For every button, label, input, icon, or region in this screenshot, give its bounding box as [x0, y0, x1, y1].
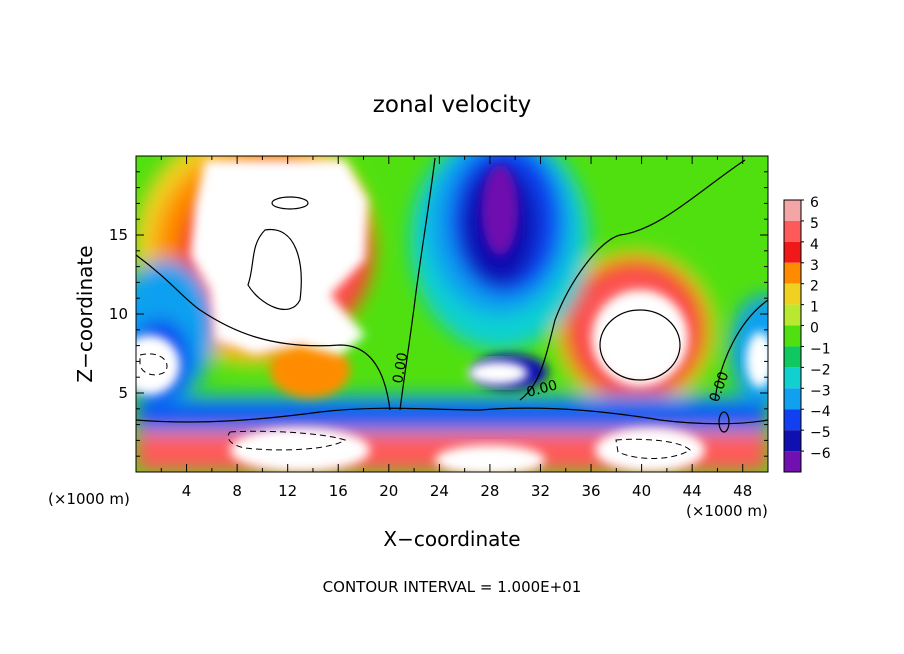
- colorbar-label: 4: [810, 237, 819, 253]
- x-tick-label: 4: [182, 482, 192, 500]
- colorbar-label: −4: [810, 404, 831, 420]
- x-tick-label: 48: [733, 482, 752, 500]
- x-axis-ticks: 4 8 12 16 20 24 28 32 36 40 44 48: [160, 156, 752, 500]
- colorbar-label: −5: [810, 425, 831, 441]
- colorbar-label: −2: [810, 362, 831, 378]
- colorbar-swatch: [784, 283, 801, 305]
- contour-label: 0.00: [390, 351, 411, 384]
- colorbar: 6 5 4 3 2 1 0 −1 −2 −3 −4 −5 −6: [783, 195, 831, 473]
- colorbar-swatch: [784, 367, 801, 389]
- x-units-right: (×1000 m): [686, 502, 768, 520]
- colorbar-swatch: [784, 430, 801, 452]
- colorbar-label: −3: [810, 383, 831, 399]
- x-tick-label: 12: [278, 482, 297, 500]
- contour-label: 0.00: [525, 377, 559, 401]
- colorbar-frame: [783, 199, 802, 473]
- colorbar-label: 3: [810, 258, 819, 274]
- colorbar-swatch: [784, 346, 801, 368]
- colorbar-swatch: [784, 451, 801, 472]
- colorbar-swatch: [784, 325, 801, 347]
- y-tick-label: 15: [109, 226, 128, 244]
- x-tick-label: 8: [232, 482, 242, 500]
- colorbar-swatch: [784, 200, 801, 221]
- x-units-left: (×1000 m): [48, 490, 130, 508]
- colorbar-label: 5: [810, 216, 819, 232]
- y-axis-title: Z−coordinate: [73, 245, 97, 382]
- colorbar-label: 0: [810, 321, 819, 337]
- x-axis-title: X−coordinate: [383, 527, 520, 551]
- x-tick-label: 28: [480, 482, 499, 500]
- y-tick-label: 10: [109, 305, 128, 323]
- colorbar-swatch: [784, 262, 801, 284]
- colorbar-swatch: [784, 409, 801, 431]
- x-tick-label: 20: [379, 482, 398, 500]
- heatmap-field: [136, 156, 768, 472]
- colorbar-label: 6: [810, 195, 819, 211]
- colorbar-swatch: [784, 241, 801, 263]
- x-tick-label: 36: [581, 482, 600, 500]
- colorbar-label: 2: [810, 279, 819, 295]
- y-axis-ticks: 5 10 15: [109, 171, 768, 457]
- chart-title: zonal velocity: [373, 92, 531, 118]
- x-tick-label: 32: [531, 482, 550, 500]
- colorbar-label: −1: [810, 341, 831, 357]
- colorbar-label: −6: [810, 446, 831, 462]
- x-tick-label: 16: [329, 482, 348, 500]
- contour-interval-note: CONTOUR INTERVAL = 1.000E+01: [323, 578, 582, 596]
- x-tick-label: 40: [632, 482, 651, 500]
- x-tick-label: 24: [430, 482, 449, 500]
- x-tick-label: 44: [683, 482, 702, 500]
- colorbar-swatch: [784, 388, 801, 410]
- colorbar-swatch: [784, 304, 801, 326]
- colorbar-label: 1: [810, 300, 819, 316]
- y-tick-label: 5: [118, 384, 128, 402]
- colorbar-swatch: [784, 220, 801, 242]
